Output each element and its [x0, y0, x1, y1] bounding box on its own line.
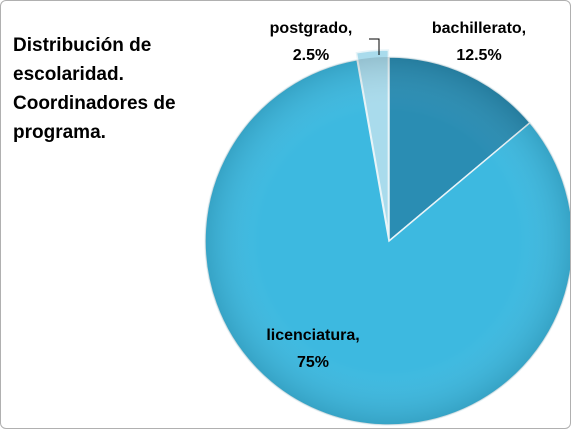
leader-line — [369, 38, 380, 55]
data-label-name: bachillerato, — [432, 20, 526, 37]
data-label-value: 2.5% — [293, 47, 329, 64]
chart-title: Distribución de escolaridad. Coordinador… — [13, 35, 176, 143]
data-label-value: 75% — [297, 354, 329, 371]
data-label-value: 12.5% — [456, 47, 501, 64]
data-label-name: postgrado, — [270, 20, 353, 37]
data-label-name: licenciatura, — [266, 327, 359, 344]
